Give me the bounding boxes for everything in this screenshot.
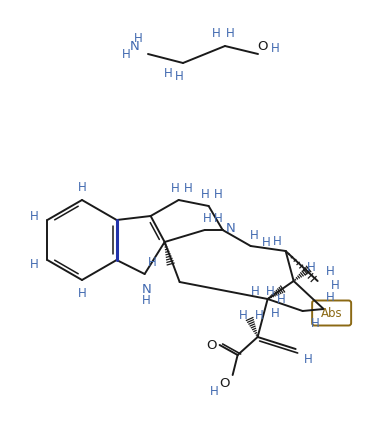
Text: H: H: [171, 181, 180, 194]
Text: H: H: [326, 264, 335, 278]
Text: H: H: [270, 41, 279, 55]
Text: N: N: [226, 221, 236, 235]
Text: H: H: [255, 308, 264, 322]
Text: H: H: [148, 256, 157, 268]
Text: H: H: [277, 293, 286, 305]
Text: H: H: [262, 235, 271, 249]
Text: H: H: [304, 352, 313, 366]
Text: Abs: Abs: [321, 307, 342, 319]
Text: H: H: [331, 279, 340, 292]
Text: H: H: [214, 212, 223, 224]
Text: H: H: [30, 209, 39, 223]
Text: H: H: [78, 180, 86, 194]
Text: H: H: [210, 385, 219, 397]
Text: H: H: [311, 316, 320, 330]
Text: H: H: [250, 228, 259, 242]
Text: H: H: [175, 70, 183, 83]
Text: H: H: [326, 290, 335, 304]
Text: H: H: [226, 26, 235, 40]
Text: H: H: [271, 307, 280, 319]
Text: H: H: [30, 257, 39, 271]
FancyBboxPatch shape: [312, 301, 351, 326]
Text: O: O: [219, 377, 230, 389]
Text: N: N: [130, 40, 140, 52]
Text: H: H: [266, 285, 275, 297]
Text: H: H: [78, 286, 86, 300]
Text: H: H: [134, 32, 142, 44]
Text: H: H: [121, 48, 130, 61]
Text: H: H: [239, 308, 248, 322]
Text: H: H: [184, 181, 193, 194]
Text: H: H: [212, 26, 220, 40]
Text: H: H: [307, 260, 316, 274]
Text: N: N: [142, 282, 152, 296]
Text: H: H: [214, 187, 223, 201]
Text: H: H: [201, 187, 210, 201]
Text: H: H: [251, 285, 260, 297]
Text: O: O: [257, 40, 267, 52]
Text: H: H: [273, 235, 282, 247]
Text: H: H: [203, 212, 212, 224]
Text: H: H: [142, 293, 151, 307]
Text: H: H: [163, 66, 172, 80]
Text: O: O: [206, 338, 217, 352]
